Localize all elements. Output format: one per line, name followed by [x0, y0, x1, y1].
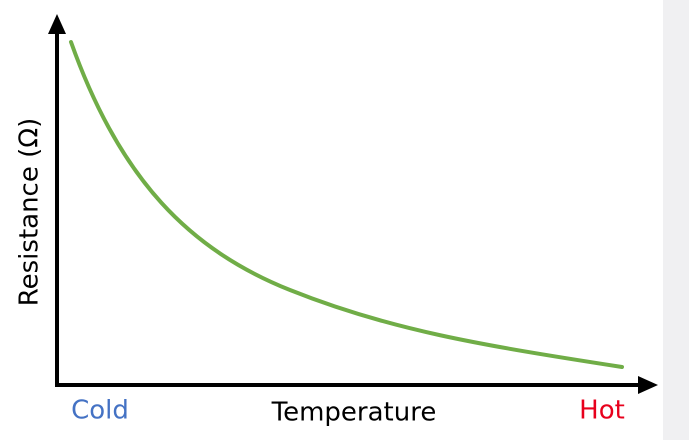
- cold-label: Cold: [71, 396, 129, 426]
- curve: [69, 40, 624, 369]
- side-strip: [663, 0, 689, 440]
- x-axis-label: Temperature: [271, 398, 437, 428]
- x-arrowhead: [638, 376, 658, 394]
- y-arrowhead: [48, 14, 66, 34]
- y-axis-label: Resistance (Ω): [15, 118, 45, 307]
- hot-label: Hot: [579, 396, 625, 426]
